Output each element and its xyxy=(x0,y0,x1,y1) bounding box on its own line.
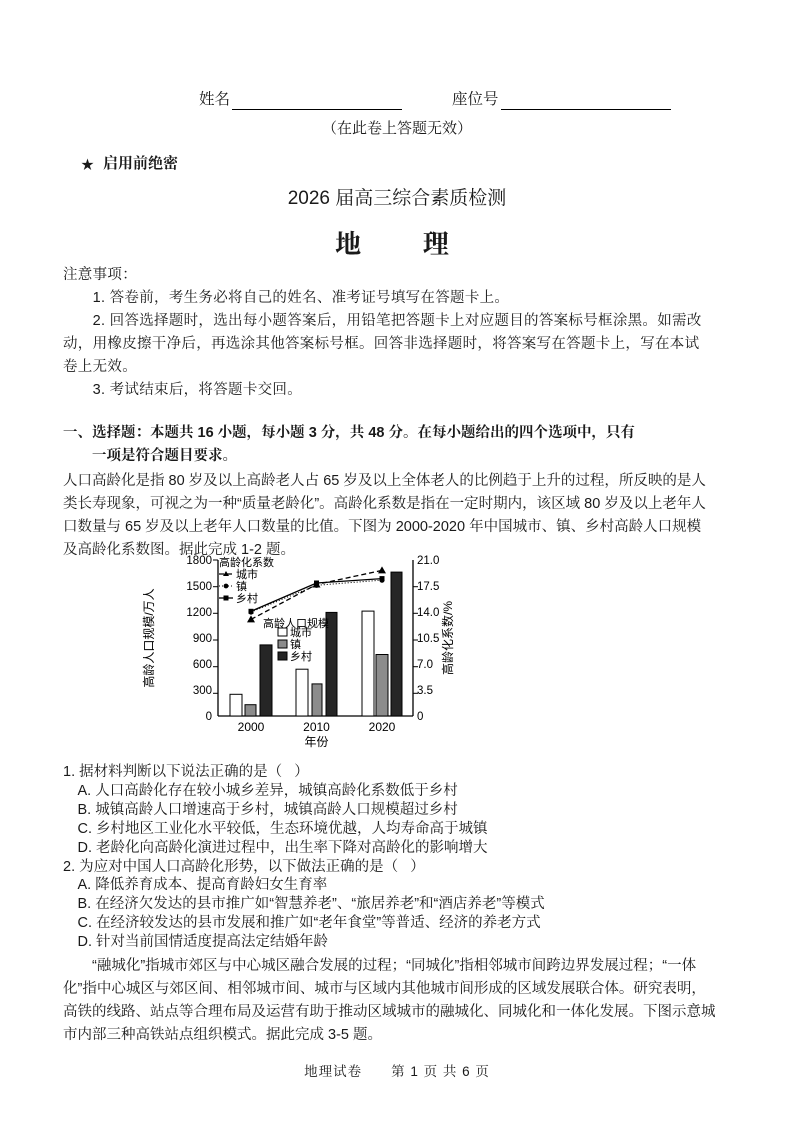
svg-text:300: 300 xyxy=(193,685,212,697)
svg-text:1500: 1500 xyxy=(186,581,212,593)
svg-text:城市: 城市 xyxy=(236,567,258,581)
svg-text:0: 0 xyxy=(206,711,212,723)
svg-text:乡村: 乡村 xyxy=(290,649,312,663)
svg-text:年份: 年份 xyxy=(304,735,328,749)
svg-text:2000: 2000 xyxy=(238,720,265,734)
svg-text:2020: 2020 xyxy=(369,720,396,734)
svg-text:1800: 1800 xyxy=(186,555,212,567)
svg-text:0: 0 xyxy=(417,711,423,723)
svg-text:14.0: 14.0 xyxy=(417,607,439,619)
svg-text:高龄人口规模/万人: 高龄人口规模/万人 xyxy=(141,588,156,687)
svg-text:乡村: 乡村 xyxy=(236,591,258,605)
svg-text:高龄化系数/%: 高龄化系数/% xyxy=(440,601,455,675)
svg-text:7.0: 7.0 xyxy=(417,659,433,671)
svg-text:镇: 镇 xyxy=(236,579,247,593)
svg-text:3.5: 3.5 xyxy=(417,685,433,697)
svg-text:21.0: 21.0 xyxy=(417,555,439,567)
svg-text:2010: 2010 xyxy=(303,720,330,734)
svg-text:镇: 镇 xyxy=(290,637,301,651)
svg-text:1200: 1200 xyxy=(186,607,212,619)
svg-text:高龄化系数: 高龄化系数 xyxy=(219,555,274,569)
svg-text:10.5: 10.5 xyxy=(417,633,439,645)
svg-text:900: 900 xyxy=(193,633,212,645)
svg-text:17.5: 17.5 xyxy=(417,581,439,593)
svg-text:600: 600 xyxy=(193,659,212,671)
svg-text:城市: 城市 xyxy=(290,625,312,639)
